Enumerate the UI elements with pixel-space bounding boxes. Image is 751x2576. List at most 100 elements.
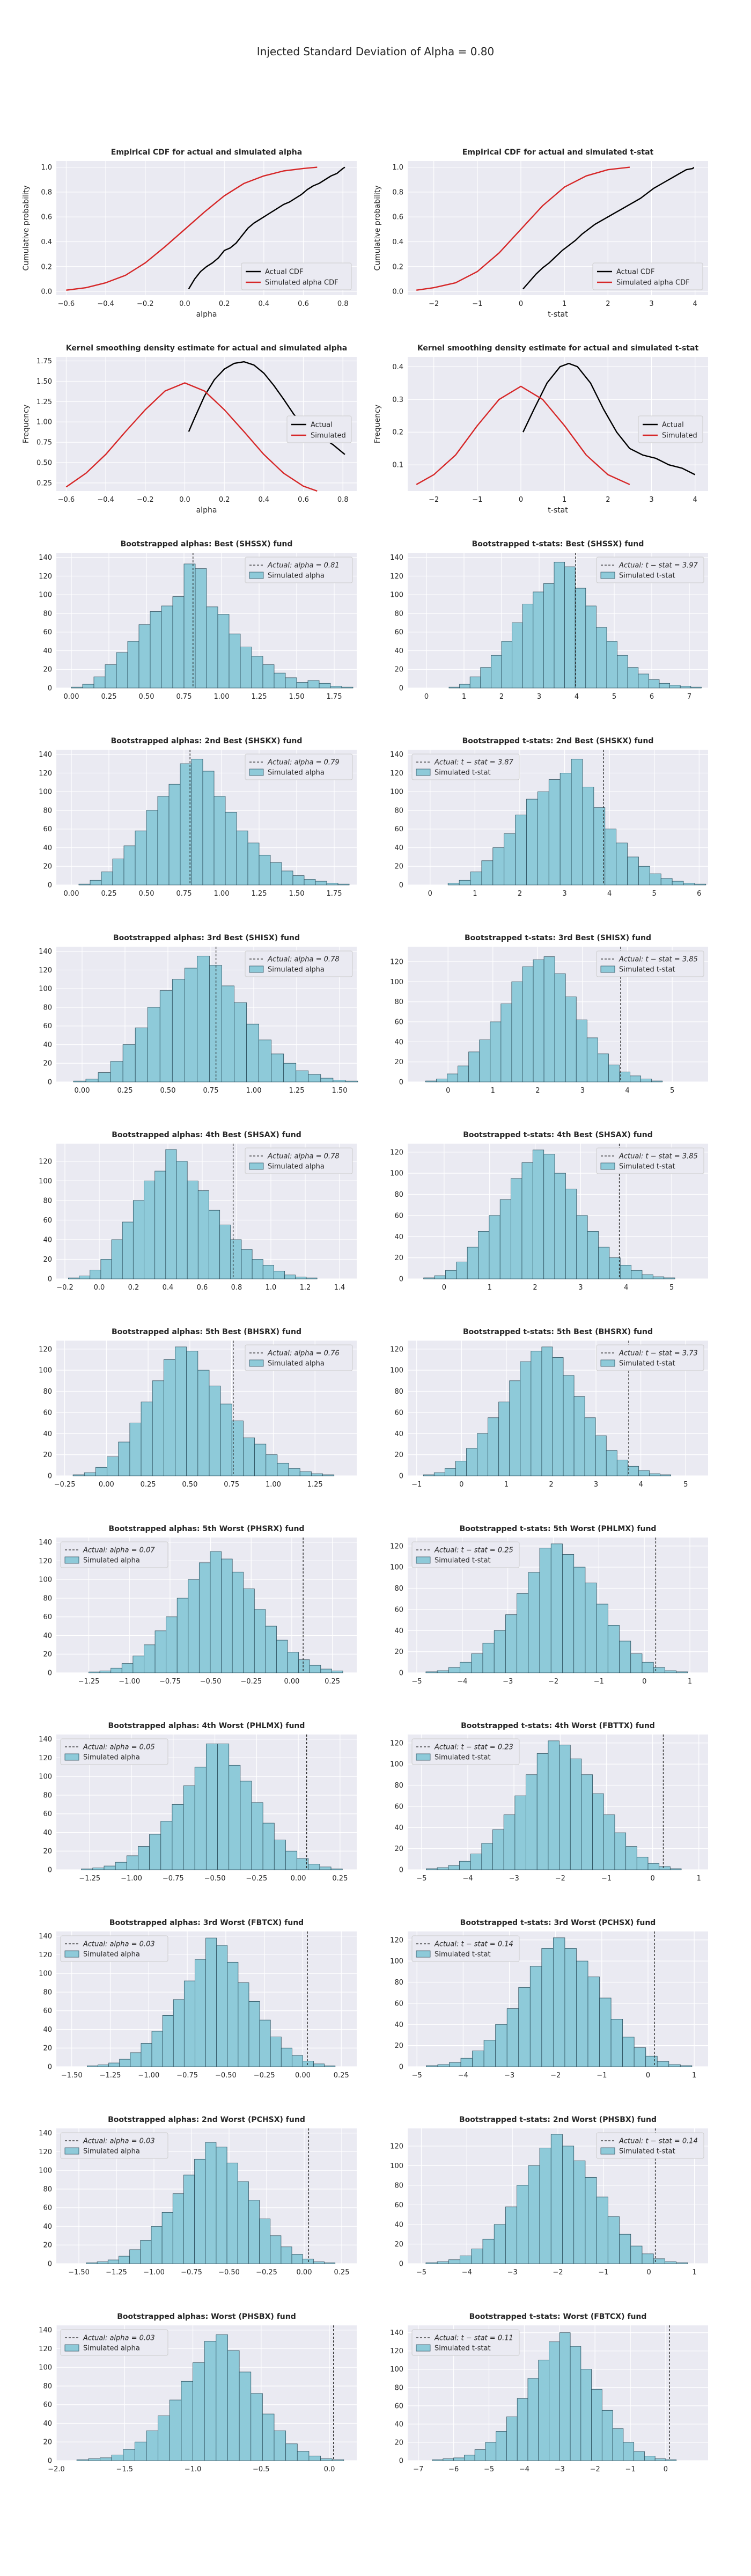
histogram-bar — [582, 787, 594, 885]
x-tick-label: −0.50 — [218, 2268, 240, 2277]
x-tick-label: 1 — [692, 2268, 696, 2277]
y-tick-label: 40 — [43, 844, 52, 852]
histogram-bar — [447, 1073, 459, 1082]
x-tick-label: −0.6 — [58, 300, 75, 308]
y-axis-label: Frequency — [22, 405, 31, 443]
y-tick-label: 80 — [394, 2384, 403, 2392]
histogram-bar — [204, 2341, 217, 2461]
histogram-bar — [222, 985, 234, 1082]
x-tick-label: 0.0 — [179, 496, 190, 504]
y-tick-label: 40 — [43, 2026, 52, 2034]
y-tick-label: 120 — [390, 2142, 403, 2150]
y-tick-label: 120 — [39, 1557, 52, 1565]
chart-title: Kernel smoothing density estimate for ac… — [66, 344, 347, 353]
histogram-bar — [93, 676, 106, 689]
x-tick-label: 0.50 — [139, 890, 154, 898]
histogram-bar — [82, 684, 94, 689]
y-tick-label: 120 — [39, 2148, 52, 2156]
histogram-bar — [640, 1079, 652, 1082]
y-tick-label: 60 — [43, 825, 52, 833]
y-tick-label: 40 — [394, 1233, 403, 1241]
legend: Actual: t − stat = 0.23 Simulated t-stat — [411, 1738, 520, 1765]
histogram-bar — [448, 1667, 460, 1673]
histogram-bar — [645, 2055, 658, 2067]
histogram-bar — [76, 2459, 89, 2461]
histogram-bar — [315, 881, 327, 885]
y-tick-label: 40 — [43, 2223, 52, 2231]
histogram-bar — [554, 1173, 566, 1279]
y-tick-label: 0 — [48, 2457, 52, 2465]
chart-title: Bootstrapped alphas: 3rd Best (SHISX) fu… — [113, 934, 300, 942]
histogram-bar — [68, 1277, 79, 1279]
histogram-bar — [251, 656, 263, 689]
x-tick-label: 2 — [535, 1087, 540, 1095]
histogram-bar — [608, 1064, 620, 1082]
histogram-bar — [146, 810, 158, 885]
histogram-bar — [111, 2455, 124, 2461]
histogram-bar — [501, 641, 513, 689]
x-tick-label: −0.4 — [97, 300, 114, 308]
legend: Actual: t − stat = 0.11 Simulated t-stat — [411, 2329, 520, 2356]
x-tick-label: −5 — [416, 2268, 426, 2277]
y-tick-label: 20 — [394, 2241, 403, 2249]
x-tick-label: −1.00 — [121, 1875, 142, 1883]
histogram-bar — [598, 1247, 610, 1279]
x-tick-label: 1 — [491, 1087, 495, 1095]
chart-panel: −0.25 0.00 0.25 0.50 0.75 1.00 1.25 0 20 40 60 80 10… — [39, 1328, 357, 1489]
x-tick-label: 1 — [692, 2072, 696, 2080]
y-tick-label: 120 — [39, 1345, 52, 1353]
x-tick-label: −1.25 — [100, 2072, 121, 2080]
legend-box — [60, 2329, 168, 2356]
histogram-bar — [437, 2261, 449, 2264]
x-tick-label: −5 — [411, 1678, 422, 1686]
x-tick-label: −1.00 — [143, 2268, 165, 2277]
histogram-bar — [341, 686, 354, 689]
histogram-bar — [154, 1630, 167, 1673]
histogram-bar — [220, 1403, 232, 1476]
chart-panel: −1.25 −1.00 −0.75 −0.50 −0.25 0.00 0.25 0 20 40 60… — [39, 1722, 357, 1883]
histogram-bar — [194, 1767, 207, 1870]
legend-swatch-simulated — [600, 965, 615, 973]
y-tick-label: 0.2 — [392, 263, 403, 271]
histogram-bar — [478, 1231, 490, 1279]
histogram-bar — [243, 1589, 255, 1673]
histogram-bar — [243, 1437, 255, 1476]
histogram-bar — [595, 1435, 607, 1476]
histogram-bar — [262, 1265, 274, 1279]
histogram-bar — [460, 2058, 473, 2067]
histogram-bar — [95, 1467, 107, 1476]
histogram-bar — [500, 1004, 512, 1082]
legend: Actual: alpha = 0.03 Simulated alpha — [60, 2329, 168, 2356]
x-tick-label: 0.2 — [219, 300, 230, 308]
y-tick-label: 100 — [390, 788, 403, 796]
legend-label-actual: Actual: alpha = 0.79 — [267, 759, 340, 767]
x-tick-label: −0.75 — [163, 1875, 184, 1883]
histogram-bar — [181, 2381, 193, 2461]
legend-box — [596, 1147, 704, 1174]
chart-panel: −5 −4 −3 −2 −1 0 1020406080100120Bootstrapped … — [390, 1525, 708, 1686]
histogram-bar — [617, 655, 628, 689]
y-tick-label: 60 — [394, 825, 403, 833]
histogram-bar — [132, 1656, 144, 1673]
legend-label-simulated: Simulated t-stat — [435, 769, 491, 777]
chart-title: Bootstrapped t-stats: 5th Worst (PHLMX) … — [460, 1525, 657, 1533]
x-tick-label: 5 — [670, 1087, 674, 1095]
y-tick-label: 0.4 — [392, 363, 403, 371]
histogram-bar — [443, 2458, 454, 2461]
x-tick-label: 1.2 — [300, 1284, 311, 1292]
x-tick-label: 1.75 — [327, 890, 342, 898]
histogram-bar — [526, 1774, 538, 1870]
histogram-bar — [251, 2393, 263, 2461]
x-tick-label: 1.50 — [289, 890, 305, 898]
y-tick-label: 120 — [390, 573, 403, 581]
legend: Actual: t − stat = 3.85 Simulated t-stat — [596, 950, 704, 977]
histogram-bar — [147, 1007, 160, 1082]
y-tick-label: 20 — [394, 1648, 403, 1656]
histogram-bar — [266, 1454, 278, 1476]
histogram-bar — [468, 1051, 480, 1082]
chart-title: Bootstrapped alphas: 2nd Best (SHSKX) fu… — [111, 737, 303, 745]
histogram-bar — [313, 2063, 325, 2067]
x-tick-label: −3 — [503, 1678, 513, 1686]
y-tick-label: 80 — [394, 1585, 403, 1593]
